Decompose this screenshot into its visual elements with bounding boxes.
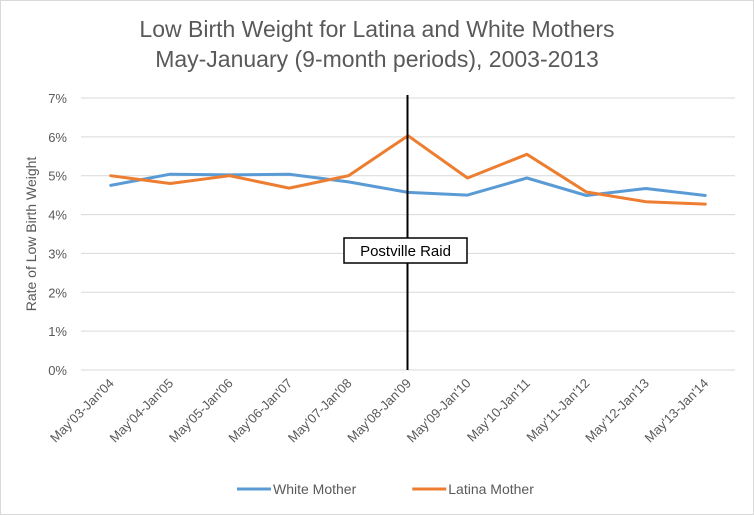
- y-tick-label: 2%: [48, 285, 67, 300]
- y-axis-ticks: 0% 1% 2% 3% 4% 5% 6% 7%: [48, 91, 67, 378]
- chart-subtitle: May-January (9-month periods), 2003-2013: [155, 46, 599, 72]
- x-tick-label: May'13-Jan'14: [642, 376, 712, 446]
- y-tick-label: 7%: [48, 91, 67, 106]
- chart-title: Low Birth Weight for Latina and White Mo…: [139, 16, 615, 42]
- x-axis-ticks: May'03-Jan'04May'04-Jan'05May'05-Jan'06M…: [47, 376, 711, 446]
- y-tick-label: 6%: [48, 130, 67, 145]
- legend-label: White Mother: [273, 481, 357, 497]
- chart-title-block: Low Birth Weight for Latina and White Mo…: [0, 14, 754, 74]
- y-tick-label: 3%: [48, 246, 67, 261]
- legend-label: Latina Mother: [448, 481, 534, 497]
- y-tick-label: 5%: [48, 169, 67, 184]
- annotation-label: Postville Raid: [360, 243, 451, 260]
- y-tick-label: 1%: [48, 324, 67, 339]
- postville-raid-annotation: Postville Raid: [343, 95, 468, 370]
- y-axis-label: Rate of Low Birth Weight: [23, 157, 39, 312]
- y-tick-label: 4%: [48, 208, 67, 223]
- x-tick-label: May'09-Jan'10: [404, 376, 474, 446]
- annotation-box: [343, 237, 468, 264]
- legend: White Mother Latina Mother: [237, 481, 534, 497]
- y-tick-label: 0%: [48, 363, 67, 378]
